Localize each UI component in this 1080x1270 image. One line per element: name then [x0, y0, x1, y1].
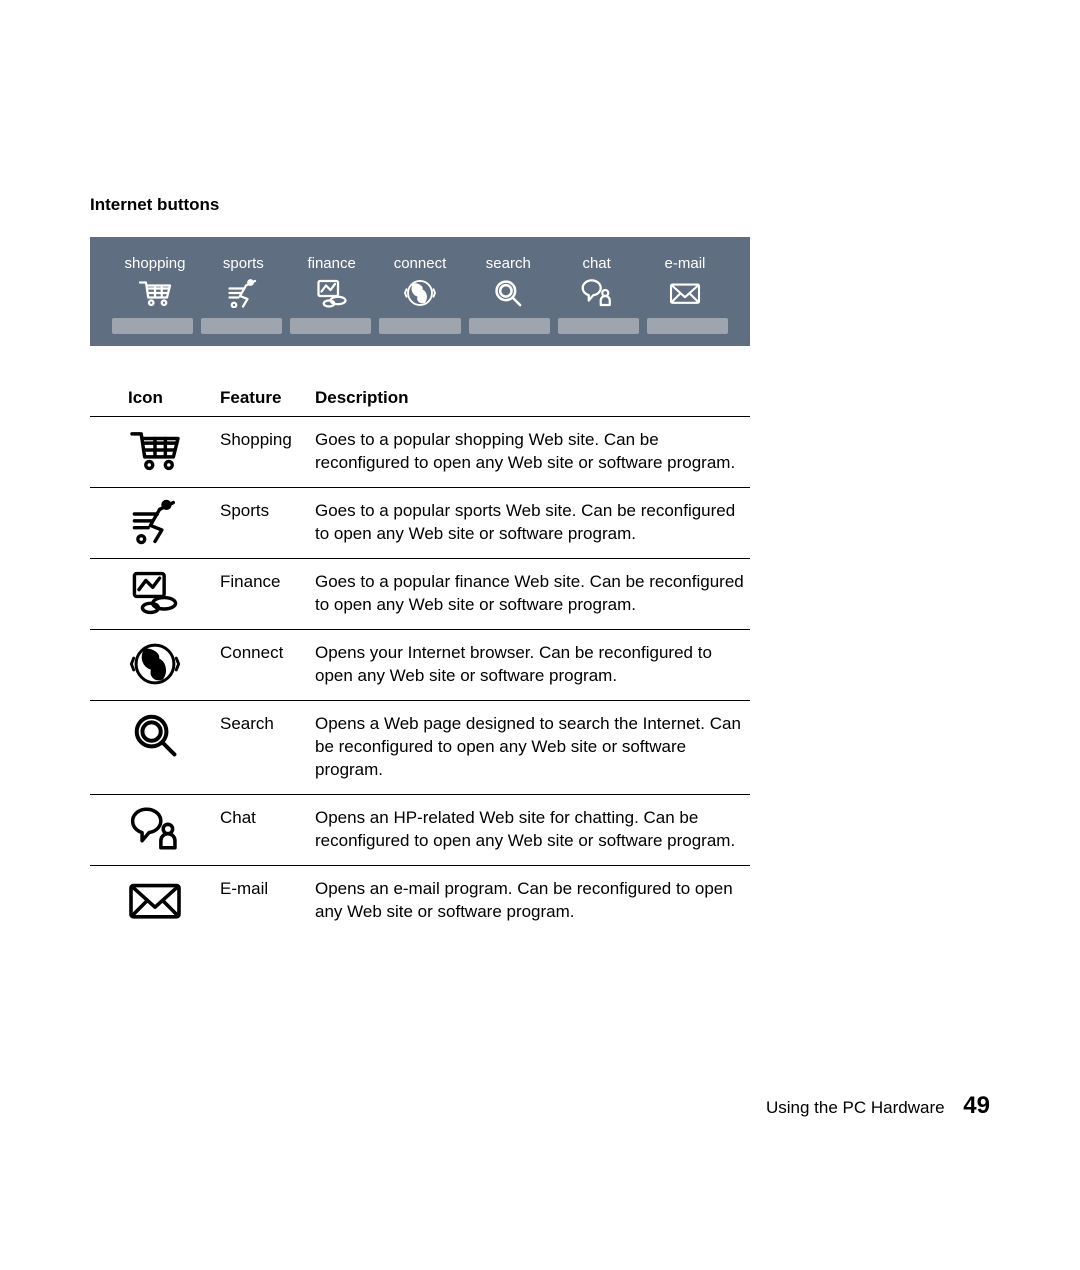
email-icon: [644, 278, 726, 308]
row-description: Opens an e-mail program. Can be reconfig…: [315, 876, 750, 924]
sports-icon: [202, 278, 284, 308]
row-feature: Shopping: [220, 427, 315, 452]
connect-icon: [90, 640, 220, 688]
table-row: Search Opens a Web page designed to sear…: [90, 701, 750, 795]
sports-button[interactable]: sports: [202, 255, 284, 308]
internet-buttons-panel: shopping sports finance connect: [90, 237, 750, 346]
table-row: Chat Opens an HP-related Web site for ch…: [90, 795, 750, 866]
search-icon: [90, 711, 220, 759]
row-feature: Search: [220, 711, 315, 736]
chat-label: chat: [556, 255, 638, 272]
row-description: Goes to a popular finance Web site. Can …: [315, 569, 750, 617]
table-row: Sports Goes to a popular sports Web site…: [90, 488, 750, 559]
row-feature: Connect: [220, 640, 315, 665]
header-feature: Feature: [220, 388, 315, 408]
row-description: Opens an HP-related Web site for chattin…: [315, 805, 750, 853]
row-feature: Chat: [220, 805, 315, 830]
table-header: Icon Feature Description: [90, 388, 750, 417]
section-title: Internet buttons: [90, 195, 990, 215]
row-description: Opens your Internet browser. Can be reco…: [315, 640, 750, 688]
email-label: e-mail: [644, 255, 726, 272]
shopping-icon: [114, 278, 196, 308]
table-row: E-mail Opens an e-mail program. Can be r…: [90, 866, 750, 936]
chat-icon: [90, 805, 220, 853]
row-description: Opens a Web page designed to search the …: [315, 711, 750, 782]
keycap: [379, 318, 460, 334]
keycap: [112, 318, 193, 334]
row-description: Goes to a popular shopping Web site. Can…: [315, 427, 750, 475]
finance-icon: [291, 278, 373, 308]
finance-icon: [90, 569, 220, 617]
chat-button[interactable]: chat: [556, 255, 638, 308]
keycap: [201, 318, 282, 334]
row-feature: Finance: [220, 569, 315, 594]
header-description: Description: [315, 388, 750, 408]
email-icon: [90, 876, 220, 924]
search-icon: [467, 278, 549, 308]
search-button[interactable]: search: [467, 255, 549, 308]
keycap: [558, 318, 639, 334]
row-description: Goes to a popular sports Web site. Can b…: [315, 498, 750, 546]
table-row: Connect Opens your Internet browser. Can…: [90, 630, 750, 701]
keycap: [469, 318, 550, 334]
page-footer: Using the PC Hardware 49: [766, 1092, 990, 1120]
shopping-icon: [90, 427, 220, 473]
email-button[interactable]: e-mail: [644, 255, 726, 308]
connect-icon: [379, 278, 461, 308]
connect-label: connect: [379, 255, 461, 272]
row-feature: Sports: [220, 498, 315, 523]
table-row: Finance Goes to a popular finance Web si…: [90, 559, 750, 630]
finance-label: finance: [291, 255, 373, 272]
row-feature: E-mail: [220, 876, 315, 901]
search-label: search: [467, 255, 549, 272]
header-icon: Icon: [90, 388, 220, 408]
keycap: [290, 318, 371, 334]
table-row: Shopping Goes to a popular shopping Web …: [90, 417, 750, 488]
footer-text: Using the PC Hardware: [766, 1098, 945, 1117]
chat-icon: [556, 278, 638, 308]
document-page: Internet buttons shopping sports finance: [0, 0, 1080, 1270]
page-number: 49: [963, 1092, 990, 1119]
shopping-label: shopping: [114, 255, 196, 272]
finance-button[interactable]: finance: [291, 255, 373, 308]
feature-table: Icon Feature Description Shopping Goes t…: [90, 388, 750, 936]
keycap: [647, 318, 728, 334]
sports-icon: [90, 498, 220, 546]
connect-button[interactable]: connect: [379, 255, 461, 308]
sports-label: sports: [202, 255, 284, 272]
shopping-button[interactable]: shopping: [114, 255, 196, 308]
button-row: shopping sports finance connect: [104, 251, 736, 318]
keycap-row: [104, 318, 736, 336]
